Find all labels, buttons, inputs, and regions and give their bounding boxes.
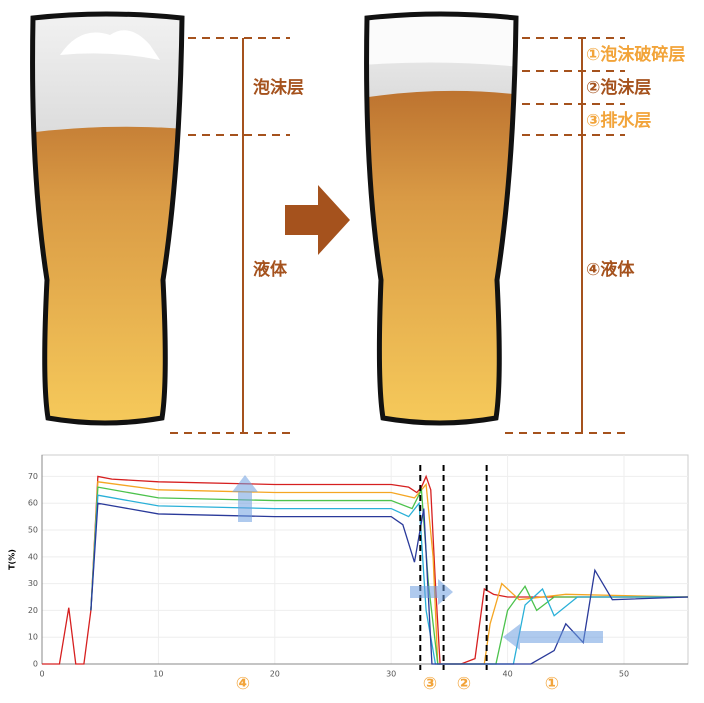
label: 泡沫层: [253, 77, 304, 98]
left-glass: [30, 11, 185, 426]
label: ①泡沫破碎层: [586, 44, 685, 65]
chart: 0 10 20 30 40 50 60 70 0 10 20 30 40 50 T(%) ④ ③ ② ①: [8, 454, 689, 694]
label: ③排水层: [586, 110, 651, 131]
y-tick-label: 0: [33, 660, 38, 669]
series-line: [90, 486, 688, 665]
y-tick-label: 60: [28, 499, 38, 508]
annotation: ③: [423, 674, 437, 694]
hint-arrow: [410, 579, 453, 605]
left-guides: [170, 37, 290, 434]
plot-area: [41, 454, 689, 665]
arrow: [285, 185, 350, 255]
y-tick-label: 20: [28, 606, 38, 615]
annotation: ①: [545, 674, 559, 694]
annotation: ④: [236, 674, 250, 694]
y-tick-label: 30: [28, 579, 38, 588]
label: 液体: [253, 259, 288, 280]
x-tick-label: 50: [619, 670, 629, 679]
x-tick-label: 20: [270, 670, 280, 679]
y-tick-label: 70: [28, 472, 38, 481]
series-line: [90, 481, 689, 665]
y-axis-title: T(%): [8, 549, 17, 570]
hint-arrow: [503, 624, 603, 650]
label: ④液体: [586, 259, 635, 280]
x-tick-label: 40: [502, 670, 512, 679]
label: ②泡沫层: [586, 77, 651, 98]
right-guides: [505, 37, 625, 434]
series-line: [90, 494, 688, 665]
y-tick-label: 40: [28, 552, 38, 561]
annotation: ②: [457, 674, 471, 694]
hint-arrow: [232, 475, 258, 522]
y-tick-label: 50: [28, 526, 38, 535]
series-line: [42, 474, 688, 665]
x-tick-label: 30: [386, 670, 396, 679]
y-tick-label: 10: [28, 633, 38, 642]
x-tick-label: 0: [39, 670, 44, 679]
x-tick-label: 10: [153, 670, 163, 679]
right-glass: [364, 11, 519, 426]
